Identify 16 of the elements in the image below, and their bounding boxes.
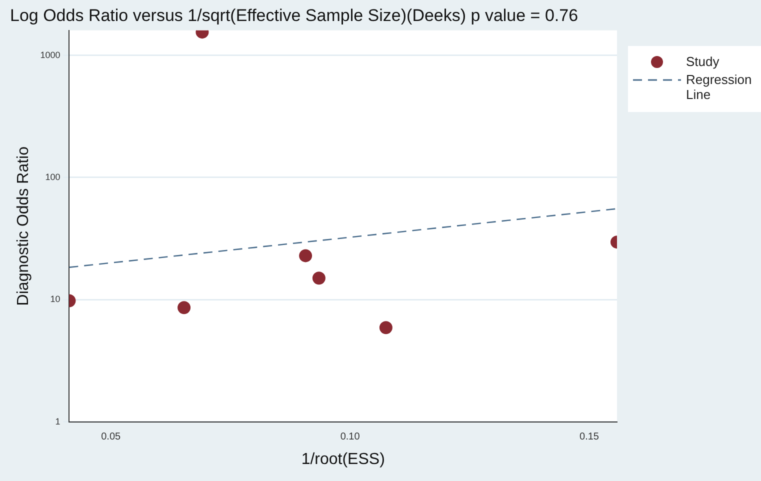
legend-label: Regression Line [686,72,753,102]
x-tick-label: 0.15 [580,432,600,443]
point [178,301,191,314]
point [299,249,312,262]
y-tick-label: 1000 [40,50,60,60]
y-axis-title: Diagnostic Odds Ratio [15,146,32,306]
point [312,272,326,285]
point [379,321,392,334]
x-tick-label: 0.10 [340,432,360,443]
y-tick-label: 10 [50,294,60,304]
y-tick-label: 1 [55,416,60,426]
chart-title: Log Odds Ratio versus 1/sqrt(Effective Sample Size)(Deeks) p value = 0.76 [10,6,578,25]
x-axis-title: 1/root(ESS) [301,450,385,468]
x-tick-label: 0.05 [101,432,122,443]
legend-label: Study [686,54,720,69]
y-tick-label: 100 [45,172,60,182]
